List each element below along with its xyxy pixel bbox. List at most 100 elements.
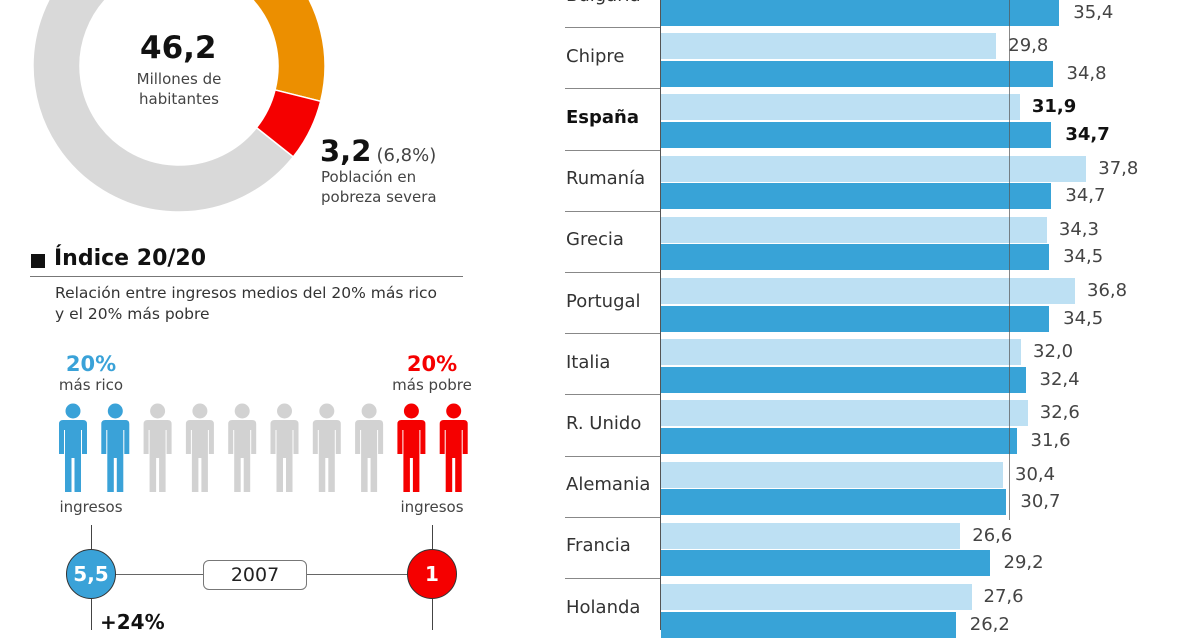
- row-separator: [565, 333, 660, 335]
- bar-series-1: [661, 584, 972, 610]
- data-label: 26,6: [972, 524, 1013, 546]
- data-label: 30,4: [1015, 463, 1056, 485]
- index-title: Índice 20/20: [54, 246, 207, 271]
- severe-poverty-label-line1: Población en: [321, 168, 417, 186]
- data-label: 34,8: [1066, 62, 1107, 84]
- data-label: 34,3: [1058, 218, 1099, 240]
- person-icon-mid: [143, 403, 172, 492]
- rich-pct: 20%: [65, 352, 117, 376]
- category-label: Rumanía: [566, 168, 646, 190]
- data-label: 35,4: [1073, 1, 1114, 23]
- bar-series-2: [661, 611, 956, 638]
- category-label: R. Unido: [566, 413, 642, 434]
- person-icon-poor: [439, 403, 468, 492]
- index-subtitle-line2: y el 20% más pobre: [55, 305, 210, 323]
- row-separator: [565, 578, 660, 579]
- donut-segment-orange: [251, 0, 326, 103]
- bar-series-2: [661, 489, 1007, 516]
- data-label: 30,7: [1020, 491, 1061, 513]
- severe-poverty-figure: 3,2 (6,8%): [320, 134, 436, 168]
- person-icon-mid: [185, 403, 214, 492]
- bar-series-2: [661, 244, 1050, 271]
- population-total-label-line1: Millones de: [136, 70, 222, 88]
- data-label: 31,9: [1031, 96, 1077, 118]
- row-separator: [565, 455, 660, 457]
- data-label: 36,8: [1087, 280, 1128, 301]
- population-donut-chart: [32, 0, 326, 213]
- person-icon-poor: [397, 403, 426, 492]
- bar-series-1: [661, 155, 1087, 182]
- bar-series-1: [661, 278, 1075, 304]
- data-label: 32,4: [1039, 368, 1080, 390]
- row-separator: [565, 272, 660, 273]
- data-label: 32,0: [1033, 341, 1074, 363]
- category-label: Francia: [566, 535, 631, 557]
- data-label: 26,2: [969, 613, 1010, 635]
- title-divider: [30, 276, 463, 277]
- row-separator: [565, 394, 660, 396]
- person-icon-mid: [355, 403, 384, 492]
- data-label: 29,2: [1003, 552, 1044, 574]
- poor-label: más pobre: [392, 376, 472, 394]
- category-label: Italia: [566, 351, 611, 373]
- bar-series-2: [661, 550, 990, 577]
- bar-series-2: [661, 183, 1052, 210]
- bar-series-2: [661, 0, 1060, 26]
- bar-series-1: [661, 339, 1021, 366]
- poor-pct: 20%: [406, 352, 458, 376]
- severe-poverty-label: Población en pobreza severa: [321, 167, 437, 207]
- data-label: 27,6: [983, 586, 1024, 607]
- category-label: Chipre: [566, 45, 625, 67]
- data-label: 34,5: [1063, 246, 1104, 268]
- chart-axis-line: [660, 0, 661, 630]
- data-label: 34,7: [1065, 123, 1110, 145]
- person-icon-rich: [101, 403, 130, 492]
- bar-series-2: [661, 305, 1050, 332]
- row-separator: [565, 210, 660, 212]
- population-total-label: Millones de habitantes: [120, 69, 238, 109]
- data-label: 37,8: [1098, 157, 1139, 179]
- category-label: Portugal: [566, 290, 641, 312]
- poor-income-label: ingresos: [400, 498, 464, 516]
- category-label: Bulgaria: [566, 0, 641, 6]
- reference-line: [1008, 0, 1010, 520]
- bar-series-1: [661, 94, 1020, 121]
- severe-poverty-label-line2: pobreza severa: [321, 188, 437, 206]
- person-icon-mid: [312, 403, 341, 492]
- bar-series-1: [661, 400, 1028, 427]
- bar-series-2: [661, 121, 1052, 148]
- row-separator: [565, 27, 660, 29]
- row-separator: [565, 149, 660, 151]
- population-total-label-line2: habitantes: [139, 90, 219, 108]
- year-label: 2007: [203, 560, 307, 590]
- person-icon-rich: [59, 403, 87, 492]
- index-subtitle-line1: Relación entre ingresos medios del 20% m…: [55, 284, 438, 302]
- row-separator: [565, 88, 660, 90]
- rich-income-label: ingresos: [59, 498, 123, 516]
- data-label: 31,6: [1030, 429, 1071, 451]
- bar-series-1: [661, 461, 1003, 488]
- person-icon-mid: [270, 403, 299, 492]
- bar-series-2: [661, 427, 1017, 454]
- section-bullet-icon: [31, 254, 45, 268]
- donut-segment-rest: [32, 0, 295, 213]
- category-label: Grecia: [566, 229, 624, 251]
- change-label: +24%: [100, 610, 165, 634]
- person-icon-mid: [228, 403, 257, 492]
- bar-series-1: [661, 216, 1047, 243]
- data-label: 32,6: [1039, 402, 1080, 424]
- row-separator: [565, 516, 660, 518]
- index-subtitle: Relación entre ingresos medios del 20% m…: [55, 283, 437, 325]
- population-figures: [59, 403, 468, 492]
- rich-label: más rico: [58, 376, 124, 394]
- rich-income-circle: 5,5: [66, 549, 116, 599]
- bar-series-1: [661, 33, 997, 60]
- bar-series-2: [661, 366, 1026, 393]
- severe-poverty-value: 3,2: [320, 134, 372, 168]
- data-label: 34,7: [1065, 185, 1106, 207]
- bar-series-1: [661, 522, 961, 549]
- data-label: 29,8: [1008, 35, 1049, 57]
- category-label: España: [566, 107, 640, 128]
- donut-segment-severe-poverty: [255, 89, 322, 158]
- category-label: Alemania: [566, 474, 651, 496]
